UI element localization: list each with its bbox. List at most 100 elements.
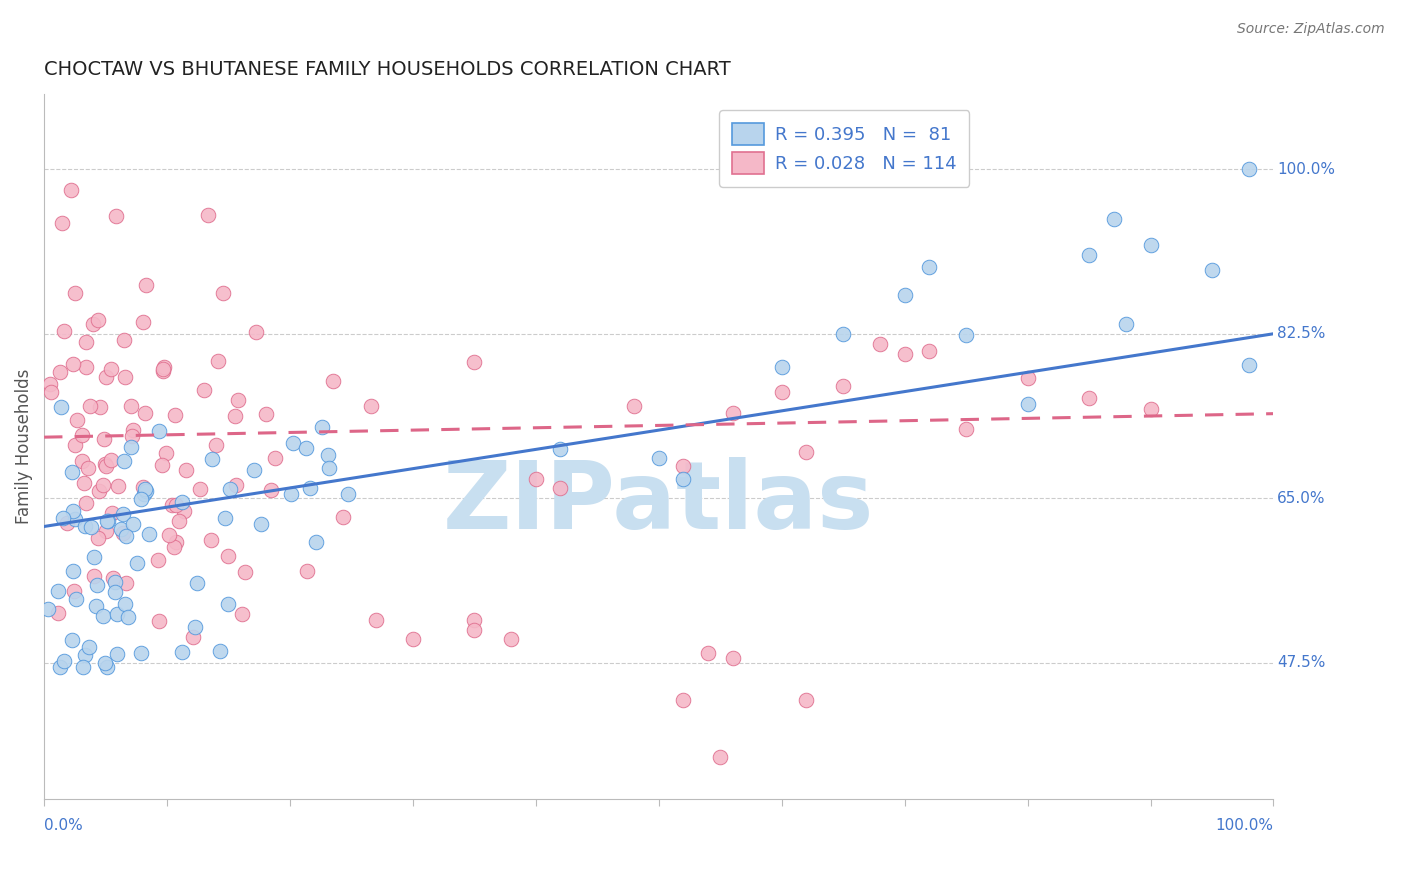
Point bbox=[121, 429, 143, 443]
Point bbox=[63, 285, 86, 300]
Point bbox=[72, 660, 94, 674]
Point bbox=[146, 553, 169, 567]
Point bbox=[188, 482, 211, 496]
Point bbox=[263, 450, 285, 465]
Point bbox=[721, 651, 744, 665]
Point bbox=[117, 610, 139, 624]
Point bbox=[82, 318, 104, 332]
Point bbox=[62, 357, 84, 371]
Point bbox=[46, 584, 69, 599]
Text: ZIPatlas: ZIPatlas bbox=[443, 457, 875, 549]
Point bbox=[66, 412, 89, 426]
Point bbox=[132, 315, 155, 329]
Point bbox=[63, 437, 86, 451]
Point bbox=[111, 508, 134, 522]
Point bbox=[1237, 162, 1260, 177]
Point bbox=[770, 384, 793, 399]
Point bbox=[1017, 371, 1039, 385]
Point bbox=[318, 461, 340, 475]
Point bbox=[794, 445, 817, 459]
Point bbox=[155, 446, 177, 460]
Point bbox=[73, 519, 96, 533]
Point bbox=[721, 406, 744, 420]
Point bbox=[135, 484, 157, 499]
Point bbox=[295, 564, 318, 578]
Point bbox=[79, 400, 101, 414]
Point bbox=[134, 482, 156, 496]
Point bbox=[1237, 358, 1260, 372]
Point bbox=[955, 328, 977, 343]
Point bbox=[893, 287, 915, 301]
Point bbox=[648, 451, 671, 466]
Text: 47.5%: 47.5% bbox=[1277, 656, 1326, 670]
Point bbox=[200, 533, 222, 547]
Point bbox=[402, 632, 425, 647]
Point bbox=[501, 632, 523, 647]
Point bbox=[197, 208, 219, 222]
Point bbox=[83, 550, 105, 565]
Point bbox=[163, 541, 186, 555]
Point bbox=[893, 347, 915, 361]
Point bbox=[112, 333, 135, 347]
Point bbox=[100, 452, 122, 467]
Point bbox=[83, 569, 105, 583]
Point bbox=[298, 481, 321, 495]
Point bbox=[94, 524, 117, 538]
Point bbox=[955, 422, 977, 436]
Point bbox=[70, 454, 93, 468]
Point bbox=[114, 529, 136, 543]
Point bbox=[114, 370, 136, 384]
Point bbox=[463, 614, 485, 628]
Point bbox=[672, 693, 695, 707]
Text: Source: ZipAtlas.com: Source: ZipAtlas.com bbox=[1237, 22, 1385, 37]
Point bbox=[1102, 211, 1125, 226]
Point bbox=[134, 487, 156, 501]
Point bbox=[219, 482, 242, 496]
Point bbox=[51, 400, 73, 414]
Text: 0.0%: 0.0% bbox=[44, 818, 83, 833]
Point bbox=[224, 409, 246, 423]
Point bbox=[869, 337, 891, 351]
Point bbox=[1078, 247, 1101, 261]
Point bbox=[209, 644, 232, 658]
Point bbox=[101, 506, 124, 520]
Point bbox=[463, 355, 485, 369]
Point bbox=[193, 383, 215, 397]
Point bbox=[97, 514, 120, 528]
Point bbox=[233, 565, 256, 579]
Point bbox=[38, 376, 60, 391]
Point bbox=[311, 420, 333, 434]
Point bbox=[39, 384, 62, 399]
Point bbox=[77, 640, 100, 654]
Point bbox=[186, 576, 208, 591]
Text: 100.0%: 100.0% bbox=[1216, 818, 1274, 833]
Point bbox=[49, 365, 72, 379]
Point bbox=[75, 335, 97, 350]
Point bbox=[709, 749, 731, 764]
Point bbox=[73, 648, 96, 662]
Point bbox=[152, 364, 174, 378]
Point bbox=[91, 609, 114, 624]
Point bbox=[153, 359, 176, 374]
Point bbox=[94, 656, 117, 670]
Point bbox=[48, 660, 70, 674]
Point bbox=[89, 400, 111, 414]
Point bbox=[60, 633, 83, 648]
Point bbox=[245, 325, 267, 339]
Point bbox=[364, 614, 387, 628]
Point bbox=[100, 361, 122, 376]
Point bbox=[70, 428, 93, 442]
Point bbox=[56, 516, 79, 531]
Point bbox=[148, 614, 170, 628]
Point bbox=[770, 360, 793, 375]
Point bbox=[53, 324, 76, 338]
Point bbox=[135, 278, 157, 293]
Point bbox=[104, 585, 127, 599]
Point bbox=[225, 478, 247, 492]
Point bbox=[169, 515, 191, 529]
Point bbox=[63, 584, 86, 599]
Point bbox=[332, 510, 354, 524]
Point bbox=[1017, 397, 1039, 411]
Point bbox=[63, 512, 86, 526]
Point bbox=[160, 499, 183, 513]
